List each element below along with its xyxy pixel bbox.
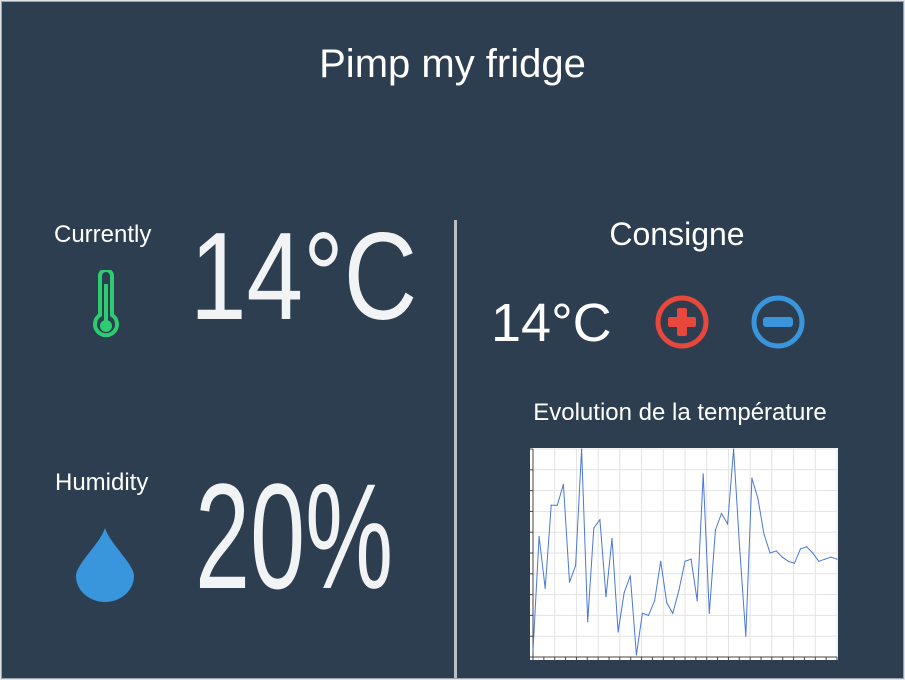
current-temperature: 14°C bbox=[190, 208, 418, 346]
temperature-data-point bbox=[799, 548, 802, 550]
temperature-data-point bbox=[824, 558, 826, 560]
temperature-data-point bbox=[556, 504, 558, 506]
currently-label: Currently bbox=[54, 221, 152, 248]
temperature-data-point bbox=[775, 550, 777, 552]
temperature-data-point bbox=[781, 556, 783, 558]
temperature-chart bbox=[530, 448, 838, 660]
temperature-data-point bbox=[581, 448, 583, 450]
temperature-data-point bbox=[605, 596, 607, 598]
temperature-data-point bbox=[745, 635, 747, 637]
temperature-data-point bbox=[532, 650, 534, 652]
temperature-data-point bbox=[684, 560, 686, 562]
temperature-data-point bbox=[739, 548, 741, 550]
temperature-data-point bbox=[611, 537, 613, 540]
temperature-data-point bbox=[793, 562, 796, 564]
temperature-data-point bbox=[654, 600, 656, 602]
plus-circle-icon bbox=[655, 295, 709, 349]
temperature-data-point bbox=[806, 546, 808, 548]
humidity-value: 20% bbox=[195, 452, 394, 620]
temperature-data-point bbox=[538, 535, 540, 537]
humidity-label: Humidity bbox=[55, 469, 149, 496]
temperature-data-point bbox=[617, 631, 619, 633]
temperature-data-point bbox=[751, 477, 753, 479]
temperature-data-point bbox=[818, 560, 820, 562]
temperature-chart-svg bbox=[530, 448, 838, 660]
temperature-data-point bbox=[714, 529, 716, 531]
temperature-data-point bbox=[836, 558, 838, 560]
temperature-data-point bbox=[623, 591, 625, 594]
temperature-data-point bbox=[769, 552, 771, 554]
temperature-data-point bbox=[720, 512, 723, 515]
increase-button[interactable] bbox=[654, 294, 710, 355]
page-title: Pimp my fridge bbox=[319, 42, 586, 86]
chart-grid bbox=[532, 448, 838, 658]
temperature-data-point bbox=[660, 560, 662, 562]
water-drop-icon bbox=[76, 528, 134, 602]
temperature-data-point bbox=[562, 483, 564, 485]
temperature-data-point bbox=[641, 612, 644, 614]
evolution-label: Evolution de la température bbox=[533, 399, 827, 426]
temperature-data-point bbox=[763, 533, 765, 535]
temperature-data-point bbox=[672, 612, 674, 614]
temperature-data-point bbox=[696, 600, 698, 602]
temperature-data-point bbox=[690, 558, 692, 560]
vertical-divider bbox=[454, 220, 457, 678]
thermometer-icon bbox=[93, 270, 119, 338]
setpoint-value: 14°C bbox=[491, 293, 612, 353]
temperature-data-point bbox=[787, 560, 789, 562]
temperature-data-point bbox=[726, 523, 729, 525]
temperature-data-point bbox=[708, 612, 710, 614]
temperature-data-point bbox=[702, 473, 704, 475]
temperature-data-point bbox=[635, 654, 637, 656]
minus-circle-icon bbox=[751, 295, 805, 349]
temperature-data-point bbox=[599, 519, 601, 521]
temperature-data-point bbox=[587, 621, 589, 623]
temperature-data-point bbox=[629, 575, 631, 577]
temperature-data-point bbox=[666, 602, 668, 604]
temperature-data-point bbox=[593, 527, 595, 529]
consigne-label: Consigne bbox=[609, 216, 745, 252]
temperature-data-point bbox=[733, 448, 735, 450]
temperature-data-point bbox=[568, 581, 571, 583]
temperature-data-point bbox=[647, 614, 650, 616]
temperature-data-point bbox=[757, 498, 759, 500]
temperature-data-point bbox=[544, 587, 546, 589]
temperature-data-point bbox=[678, 589, 680, 592]
decrease-button[interactable] bbox=[750, 294, 806, 355]
temperature-data-point bbox=[550, 504, 552, 506]
temperature-data-point bbox=[812, 552, 814, 554]
temperature-data-point bbox=[574, 564, 577, 567]
temperature-data-point bbox=[830, 556, 832, 558]
